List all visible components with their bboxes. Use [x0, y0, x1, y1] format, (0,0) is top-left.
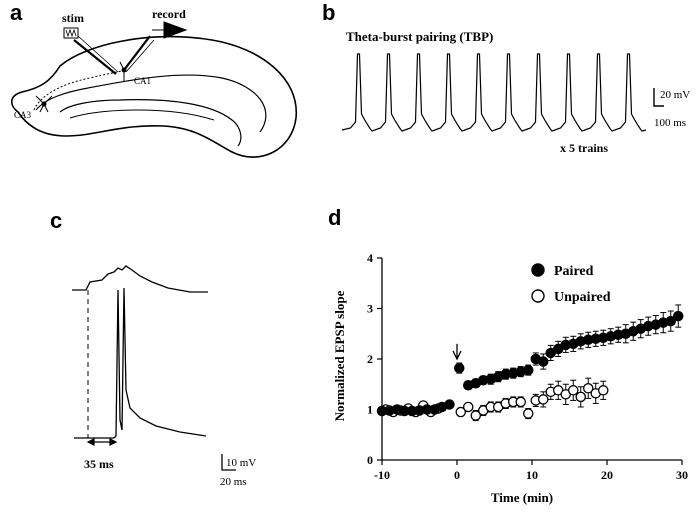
scale-bar-b — [653, 88, 664, 107]
ca3-neuron — [35, 95, 53, 113]
unpaired-point — [575, 391, 586, 403]
dentate-gyrus — [59, 99, 242, 147]
panel-a-label: a — [10, 0, 23, 25]
tbp-trace — [341, 53, 647, 132]
schaffer-collateral — [33, 69, 127, 111]
x-axis-label: Time (min) — [491, 490, 553, 505]
x-tick-label: -10 — [374, 468, 390, 482]
unpaired-point — [515, 396, 526, 408]
scale-b-voltage: 20 mV — [660, 89, 690, 101]
y-axis-label: Normalized EPSP slope — [332, 290, 347, 421]
ap-trace — [74, 287, 207, 439]
panel-c-label: c — [50, 208, 63, 233]
x-tick-label: 20 — [601, 468, 613, 482]
tbp-title: Theta-burst pairing (TBP) — [346, 29, 493, 44]
unpaired-point — [462, 401, 474, 413]
scale-b-time: 100 ms — [654, 117, 686, 129]
delay-arrow — [86, 438, 118, 446]
paired-point — [453, 362, 465, 374]
stim-electrode — [63, 27, 119, 75]
record-electrode — [123, 21, 188, 73]
unpaired-point — [455, 406, 466, 418]
tbp-trace-panel: Theta-burst pairing (TBP) 20 mV 100 ms x… — [341, 29, 690, 155]
delay-label: 35 ms — [84, 457, 114, 471]
slice-outline — [10, 35, 297, 158]
scale-bar-c — [221, 454, 236, 471]
ca3-label: CA3 — [14, 110, 32, 120]
paired-point — [665, 315, 676, 327]
chart-legend: Paired Unpaired — [531, 263, 611, 305]
pyramidal-layer — [35, 74, 267, 133]
ca1-label: CA1 — [134, 76, 151, 86]
scale-c-voltage: 10 mV — [226, 457, 256, 469]
y-tick-label: 2 — [367, 352, 373, 366]
inner-hilus — [69, 109, 215, 121]
panel-b-label: b — [322, 0, 336, 25]
x-tick-label: 30 — [676, 468, 688, 482]
trains-note: x 5 trains — [560, 141, 608, 155]
x-tick-label: 10 — [526, 468, 538, 482]
epsp-trace — [72, 265, 208, 293]
legend-label: Unpaired — [554, 290, 611, 305]
unpaired-point — [470, 410, 481, 421]
paired-point — [444, 399, 455, 410]
y-tick-label: 4 — [367, 251, 373, 265]
unpaired-point — [537, 394, 549, 405]
y-tick-label: 3 — [367, 302, 373, 316]
record-label: record — [152, 7, 186, 21]
panel-d-label: d — [328, 205, 342, 230]
legend-marker — [531, 289, 545, 303]
unpaired-point — [567, 385, 579, 396]
y-tick-label: 0 — [367, 453, 373, 467]
unpaired-point — [582, 383, 594, 394]
tbp-arrow-icon — [452, 350, 462, 361]
data-points — [376, 310, 684, 421]
stim-label: stim — [62, 11, 84, 25]
scale-c-time: 20 ms — [220, 476, 247, 488]
hippocampus-schematic: stim record CA1 CA3 — [10, 7, 297, 158]
unpaired-point — [597, 385, 609, 396]
unpaired-point — [522, 408, 534, 419]
y-tick-label: 1 — [367, 403, 373, 417]
paired-point — [537, 356, 549, 367]
pairing-trace-panel: 35 ms 10 mV 20 ms — [72, 265, 256, 488]
x-tick-label: 0 — [454, 468, 460, 482]
paired-point — [672, 310, 684, 322]
legend-label: Paired — [554, 264, 594, 279]
legend-marker — [531, 263, 545, 277]
paired-point — [522, 364, 534, 376]
